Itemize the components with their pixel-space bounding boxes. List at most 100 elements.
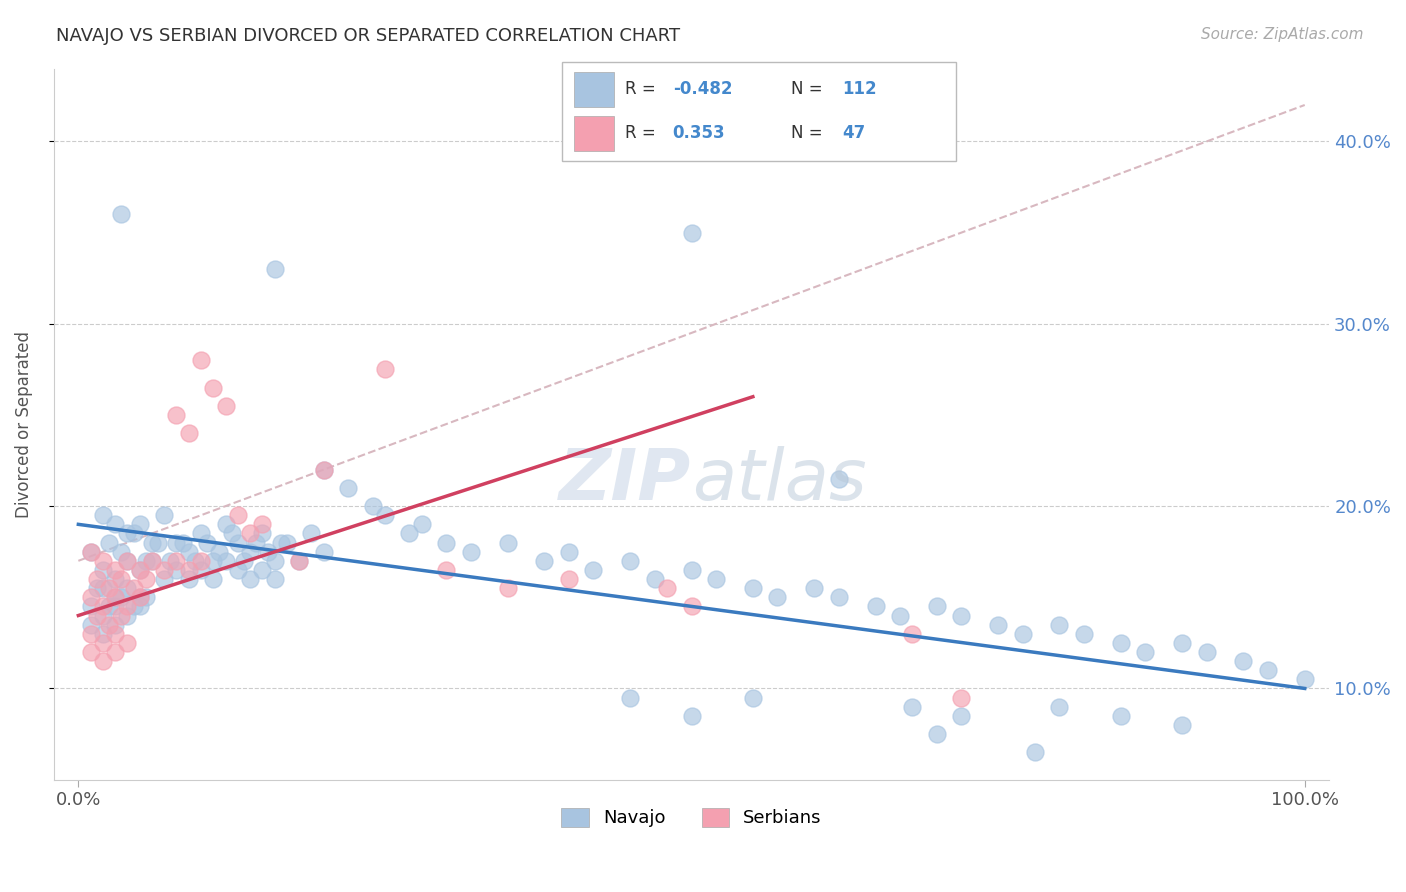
- Point: [141, 554, 163, 568]
- Point: [1135, 645, 1157, 659]
- Point: [117, 636, 139, 650]
- Point: [177, 426, 200, 441]
- FancyBboxPatch shape: [574, 117, 613, 151]
- Point: [79, 626, 101, 640]
- Point: [153, 508, 176, 523]
- Point: [128, 591, 150, 605]
- Point: [828, 591, 851, 605]
- Point: [312, 463, 335, 477]
- Text: 0.353: 0.353: [672, 124, 725, 142]
- Point: [208, 544, 231, 558]
- Point: [166, 535, 188, 549]
- Point: [202, 381, 225, 395]
- Point: [950, 608, 973, 623]
- Point: [766, 591, 789, 605]
- Point: [276, 535, 298, 549]
- Point: [117, 554, 139, 568]
- Point: [128, 599, 150, 614]
- Point: [117, 599, 139, 614]
- Point: [117, 554, 139, 568]
- Text: R =: R =: [626, 124, 661, 142]
- Point: [925, 599, 948, 614]
- Point: [337, 481, 360, 495]
- Point: [257, 544, 280, 558]
- Point: [110, 591, 132, 605]
- Point: [245, 535, 267, 549]
- Point: [1232, 654, 1254, 668]
- Point: [901, 626, 924, 640]
- Point: [91, 599, 114, 614]
- Point: [1171, 718, 1194, 732]
- Point: [110, 207, 132, 221]
- Point: [98, 581, 121, 595]
- Point: [104, 617, 127, 632]
- Point: [263, 572, 285, 586]
- Point: [86, 581, 108, 595]
- Point: [901, 699, 924, 714]
- Point: [104, 626, 127, 640]
- Point: [122, 581, 145, 595]
- Point: [681, 226, 703, 240]
- Point: [252, 563, 274, 577]
- Text: R =: R =: [626, 80, 661, 98]
- Point: [91, 508, 114, 523]
- Point: [270, 535, 292, 549]
- Point: [104, 645, 127, 659]
- Y-axis label: Divorced or Separated: Divorced or Separated: [15, 331, 32, 517]
- Point: [434, 563, 457, 577]
- Point: [128, 591, 150, 605]
- Point: [226, 563, 249, 577]
- Point: [1049, 699, 1071, 714]
- Point: [135, 572, 157, 586]
- Point: [1195, 645, 1218, 659]
- Point: [128, 517, 150, 532]
- Point: [496, 535, 519, 549]
- Point: [117, 581, 139, 595]
- Point: [104, 517, 127, 532]
- Point: [232, 554, 254, 568]
- Point: [172, 535, 194, 549]
- Point: [704, 572, 727, 586]
- Text: 112: 112: [842, 80, 876, 98]
- Point: [202, 572, 225, 586]
- Point: [166, 554, 188, 568]
- Point: [141, 535, 163, 549]
- Point: [1257, 663, 1279, 677]
- Point: [741, 581, 763, 595]
- Point: [91, 626, 114, 640]
- Point: [122, 526, 145, 541]
- Point: [104, 591, 127, 605]
- Point: [91, 608, 114, 623]
- Point: [1049, 617, 1071, 632]
- Point: [374, 508, 396, 523]
- Text: Source: ZipAtlas.com: Source: ZipAtlas.com: [1201, 27, 1364, 42]
- Point: [122, 599, 145, 614]
- FancyBboxPatch shape: [562, 62, 956, 161]
- Point: [190, 526, 212, 541]
- Point: [91, 636, 114, 650]
- Point: [153, 572, 176, 586]
- Point: [1171, 636, 1194, 650]
- Point: [1109, 636, 1132, 650]
- Point: [226, 535, 249, 549]
- Point: [104, 591, 127, 605]
- Point: [128, 563, 150, 577]
- Point: [460, 544, 482, 558]
- Text: -0.482: -0.482: [672, 80, 733, 98]
- Point: [496, 581, 519, 595]
- Text: 47: 47: [842, 124, 865, 142]
- Text: N =: N =: [790, 124, 828, 142]
- Point: [239, 572, 262, 586]
- Point: [91, 554, 114, 568]
- Point: [91, 654, 114, 668]
- Point: [950, 690, 973, 705]
- Point: [681, 563, 703, 577]
- Point: [214, 517, 236, 532]
- Point: [582, 563, 605, 577]
- Point: [987, 617, 1010, 632]
- Point: [159, 554, 181, 568]
- Point: [1011, 626, 1033, 640]
- Point: [91, 581, 114, 595]
- Point: [299, 526, 322, 541]
- Point: [1073, 626, 1095, 640]
